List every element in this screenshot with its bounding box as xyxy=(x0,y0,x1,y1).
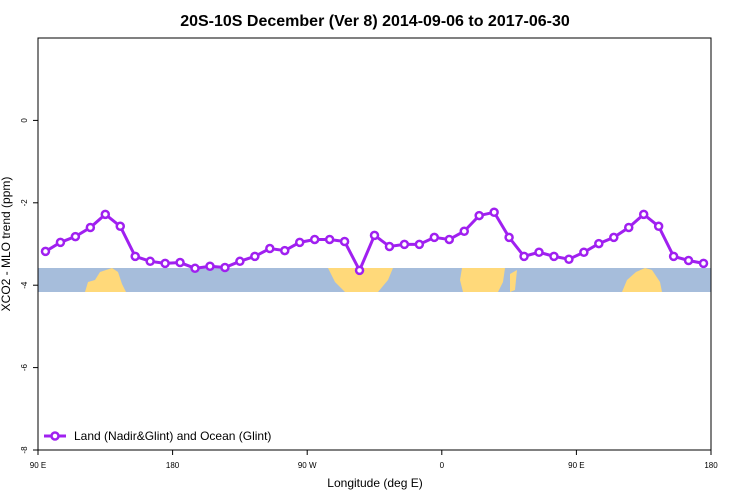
land xyxy=(328,268,393,292)
chart-title: 20S-10S December (Ver 8) 2014-09-06 to 2… xyxy=(180,13,570,30)
x-tick-label: 90 E xyxy=(568,461,584,470)
point xyxy=(459,226,469,236)
y-axis-label: XCO2 - MLO trend (ppm) xyxy=(0,177,13,312)
x-tick-label: 90 W xyxy=(298,461,317,470)
y-tick-label: 0 xyxy=(20,118,29,123)
point xyxy=(519,251,529,262)
point xyxy=(369,230,380,241)
point xyxy=(339,236,350,247)
point xyxy=(145,256,155,267)
point xyxy=(190,263,200,274)
point xyxy=(115,221,126,232)
point xyxy=(220,262,230,273)
point xyxy=(399,239,410,250)
point xyxy=(40,246,51,257)
legend-marker xyxy=(50,431,60,441)
point xyxy=(55,237,66,248)
point xyxy=(668,251,679,262)
point xyxy=(564,254,574,264)
point xyxy=(489,207,499,218)
point xyxy=(609,232,619,243)
point xyxy=(294,237,305,248)
land xyxy=(622,268,662,292)
land xyxy=(85,268,126,292)
point xyxy=(250,251,260,262)
map-strip xyxy=(38,268,711,292)
point xyxy=(429,232,440,243)
x-tick-label: 180 xyxy=(166,461,180,470)
point xyxy=(130,251,140,262)
point xyxy=(384,241,395,252)
point xyxy=(698,258,709,269)
x-tick-label: 180 xyxy=(704,461,718,470)
y-tick-label: -6 xyxy=(20,363,29,371)
point xyxy=(70,231,81,242)
land xyxy=(460,268,505,292)
point xyxy=(324,234,335,245)
point xyxy=(309,234,320,245)
point xyxy=(653,221,664,232)
x-axis-label: Longitude (deg E) xyxy=(327,476,422,490)
x-tick-label: 0 xyxy=(440,461,445,470)
point xyxy=(280,245,290,256)
point xyxy=(683,255,694,266)
point xyxy=(579,247,589,257)
point xyxy=(85,222,96,233)
land xyxy=(510,270,517,292)
point xyxy=(235,256,245,267)
point xyxy=(175,257,185,268)
point xyxy=(504,232,514,243)
point xyxy=(638,209,649,220)
point xyxy=(160,258,170,269)
point xyxy=(100,209,111,220)
point xyxy=(623,222,634,233)
line xyxy=(44,210,704,274)
point xyxy=(414,239,425,250)
point xyxy=(534,247,544,257)
point xyxy=(444,234,455,245)
point xyxy=(549,251,559,262)
y-tick-label: -8 xyxy=(20,446,29,454)
legend-label: Land (Nadir&Glint) and Ocean (Glint) xyxy=(74,429,271,443)
point xyxy=(354,265,365,276)
y-tick-label: -2 xyxy=(20,199,29,207)
point xyxy=(205,261,215,271)
plot-frame xyxy=(37,37,712,451)
point xyxy=(594,238,604,249)
point xyxy=(265,243,275,254)
point xyxy=(474,210,484,221)
y-tick-label: -4 xyxy=(20,281,29,289)
x-tick-label: 90 E xyxy=(30,461,46,470)
